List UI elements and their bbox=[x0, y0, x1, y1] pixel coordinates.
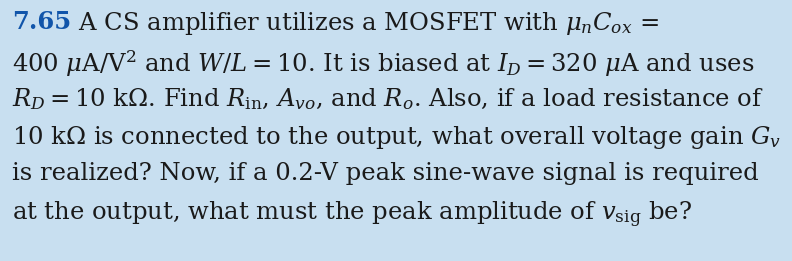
Text: $\mathit{R}_{D} = 10\ \mathrm{k\Omega}$. Find $\mathit{R}_{\mathrm{in}}$, $\math: $\mathit{R}_{D} = 10\ \mathrm{k\Omega}$.… bbox=[12, 86, 764, 112]
Text: 7.65: 7.65 bbox=[12, 10, 71, 34]
Text: A CS amplifier utilizes a MOSFET with $\mu_{n}C_{ox}$ =: A CS amplifier utilizes a MOSFET with $\… bbox=[71, 10, 659, 37]
Text: $10\ \mathrm{k\Omega}$ is connected to the output, what overall voltage gain $\m: $10\ \mathrm{k\Omega}$ is connected to t… bbox=[12, 124, 781, 151]
Text: $400\ \mu\mathrm{A/V}^{2}$ and $\mathit{W/L} = 10$. It is biased at $\mathit{I}_: $400\ \mu\mathrm{A/V}^{2}$ and $\mathit{… bbox=[12, 48, 755, 79]
Text: at the output, what must the peak amplitude of $\mathit{v}_{\mathrm{sig}}$ be?: at the output, what must the peak amplit… bbox=[12, 200, 692, 230]
Text: is realized? Now, if a 0.2-V peak sine-wave signal is required: is realized? Now, if a 0.2-V peak sine-w… bbox=[12, 162, 759, 185]
